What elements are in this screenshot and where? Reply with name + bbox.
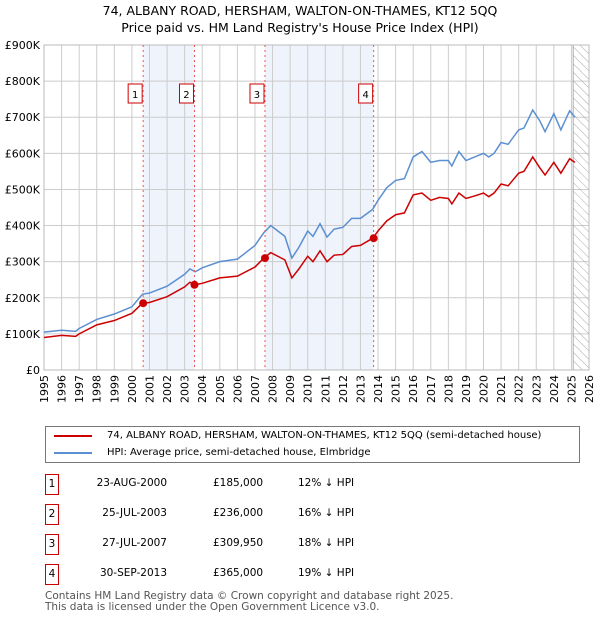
chart-title: 74, ALBANY ROAD, HERSHAM, WALTON-ON-THAM… [102, 3, 498, 18]
x-tick-label: 2013 [354, 375, 367, 403]
x-tick-label: 1998 [91, 375, 104, 403]
sale-label: 2 [183, 90, 189, 101]
plot-frame [43, 44, 590, 371]
sale-hpi-diff: 19% ↓ HPI [298, 567, 355, 579]
sale-hpi-diff: 18% ↓ HPI [298, 537, 355, 549]
x-tick-label: 2001 [143, 375, 156, 403]
sale-label: 1 [132, 90, 138, 101]
sale-label-box [358, 83, 374, 104]
x-tick-label: 2009 [284, 375, 297, 403]
sale-date: 23-AUG-2000 [96, 477, 167, 489]
sale-label-box [249, 83, 265, 104]
sale-date: 30-SEP-2013 [99, 567, 167, 579]
x-tick-label: 2025 [565, 375, 578, 403]
x-tick-label: 2019 [460, 375, 473, 403]
x-tick-label: 2024 [548, 375, 561, 403]
sale-label: 4 [362, 90, 368, 101]
forecast-hatch [572, 44, 590, 371]
legend-label: 74, ALBANY ROAD, HERSHAM, WALTON-ON-THAM… [107, 430, 542, 441]
x-tick-label: 1997 [73, 375, 86, 403]
x-tick-label: 1996 [56, 375, 69, 403]
legend-item-property: 74, ALBANY ROAD, HERSHAM, WALTON-ON-THAM… [54, 430, 541, 441]
shaded-period-3-4 [264, 45, 374, 370]
y-tick-label: £800K [5, 75, 41, 88]
sale-number: 1 [45, 474, 59, 495]
sale-date: 25-JUL-2003 [102, 507, 167, 519]
x-tick-label: 2018 [442, 375, 455, 403]
x-tick-label: 2017 [425, 375, 438, 403]
x-tick-label: 2012 [337, 375, 350, 403]
x-tick-label: 2000 [126, 375, 139, 403]
x-tick-label: 2014 [372, 375, 385, 403]
y-tick-label: £700K [5, 111, 41, 124]
legend-swatch-blue [54, 451, 92, 454]
y-tick-label: £200K [5, 292, 41, 305]
legend-swatch-red [54, 434, 92, 437]
y-tick-label: £500K [5, 183, 41, 196]
x-tick-label: 2020 [478, 375, 491, 403]
x-tick-label: 2026 [583, 375, 596, 403]
x-tick-label: 1995 [38, 375, 51, 403]
sale-price: £309,950 [213, 537, 264, 549]
x-tick-label: 2021 [495, 375, 508, 403]
x-tick-label: 2008 [267, 375, 280, 403]
sale-point [139, 299, 148, 308]
sale-point [260, 254, 269, 263]
x-tick-label: 2006 [231, 375, 244, 403]
y-tick-label: £400K [5, 220, 41, 233]
x-tick-label: 2022 [513, 375, 526, 403]
sale-date: 27-JUL-2007 [102, 537, 167, 549]
footer-line-1: Contains HM Land Registry data © Crown c… [45, 590, 454, 602]
sale-number: 4 [45, 564, 59, 585]
sale-label: 3 [254, 90, 260, 101]
y-tick-label: £600K [5, 147, 41, 160]
sale-price: £365,000 [213, 567, 264, 579]
x-tick-label: 2010 [302, 375, 315, 403]
sale-point [190, 280, 199, 289]
sale-price: £185,000 [213, 477, 264, 489]
hpi-line [43, 108, 576, 333]
x-tick-label: 2003 [179, 375, 192, 403]
property-price-line [43, 155, 576, 339]
x-tick-label: 1999 [108, 375, 121, 403]
x-tick-label: 2023 [530, 375, 543, 403]
y-tick-label: £0 [26, 364, 40, 377]
legend-label: HPI: Average price, semi-detached house,… [107, 447, 371, 458]
sale-hpi-diff: 16% ↓ HPI [298, 507, 355, 519]
x-tick-label: 2002 [161, 375, 174, 403]
x-tick-label: 2005 [214, 375, 227, 403]
price-chart: 1995 1996 1997 1998 1999 2000 2001 2002 2003 2004… [5, 39, 596, 403]
sale-number: 2 [45, 504, 59, 525]
legend: 74, ALBANY ROAD, HERSHAM, WALTON-ON-THAM… [45, 426, 580, 463]
sale-label-box [178, 83, 194, 104]
x-tick-label: 2011 [319, 375, 332, 403]
y-tick-label: £100K [5, 328, 41, 341]
x-tick-label: 2007 [249, 375, 262, 403]
footer-line-2: This data is licensed under the Open Gov… [45, 601, 380, 613]
y-tick-label: £300K [5, 256, 41, 269]
legend-item-hpi: HPI: Average price, semi-detached house,… [54, 447, 371, 458]
y-tick-label: £900K [5, 39, 41, 52]
sale-hpi-diff: 12% ↓ HPI [298, 477, 355, 489]
x-tick-label: 2016 [407, 375, 420, 403]
sale-point [369, 234, 378, 243]
sale-number: 3 [45, 534, 59, 555]
sale-price: £236,000 [213, 507, 264, 519]
chart-subtitle: Price paid vs. HM Land Registry's House … [121, 20, 479, 35]
sale-label-box [127, 83, 143, 104]
x-tick-label: 2004 [196, 375, 209, 403]
x-tick-label: 2015 [390, 375, 403, 403]
